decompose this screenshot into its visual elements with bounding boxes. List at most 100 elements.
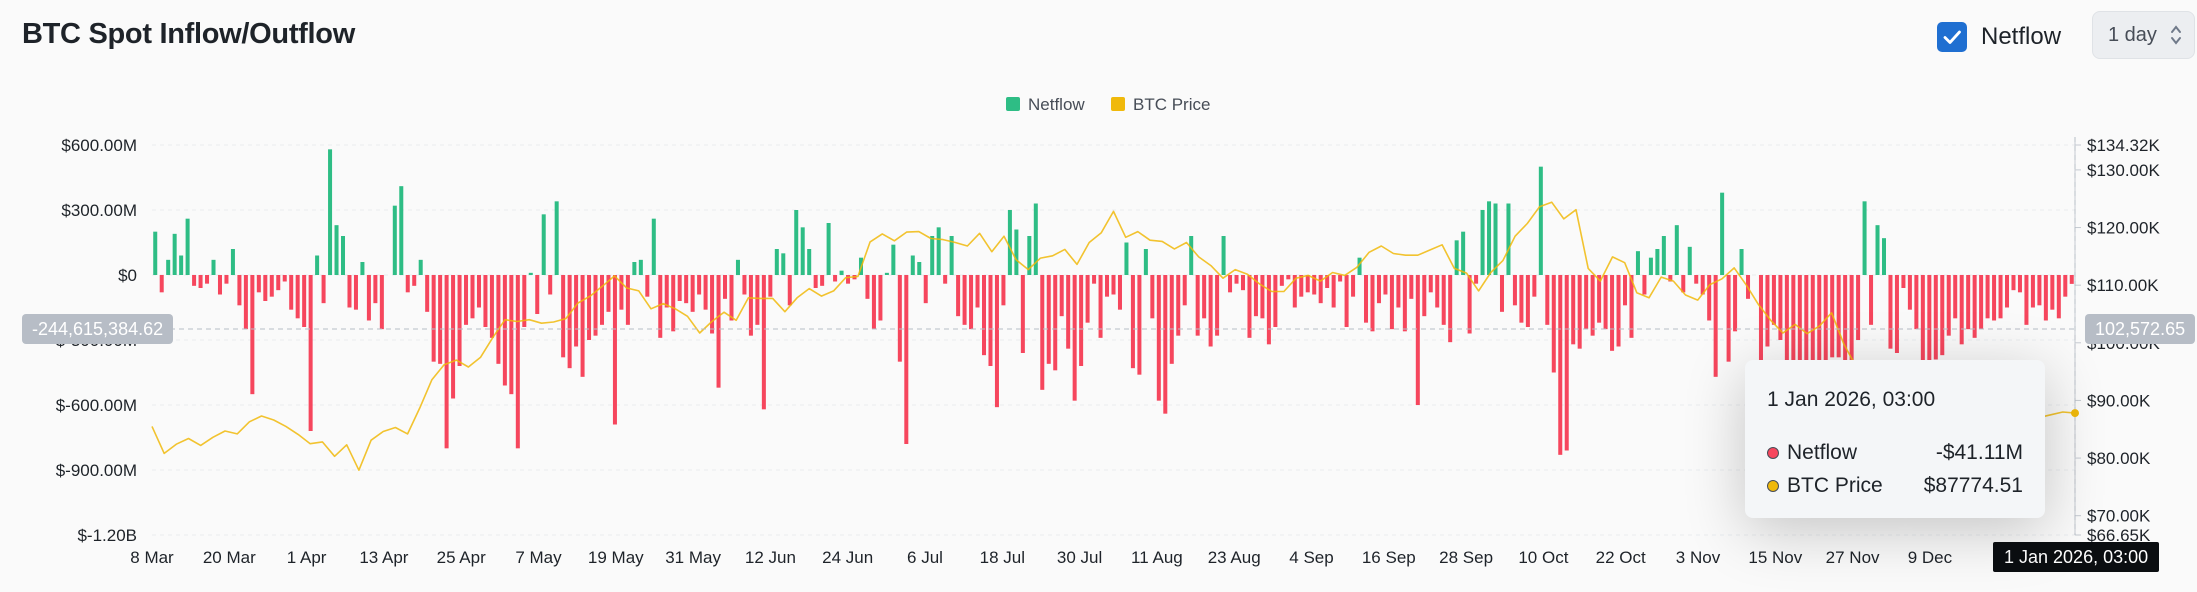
x-tick-label: 1 Apr: [287, 548, 327, 567]
netflow-bar: [2050, 275, 2055, 310]
netflow-bar: [1629, 275, 1634, 338]
netflow-bar: [554, 201, 559, 275]
check-icon[interactable]: [1937, 22, 1967, 52]
netflow-bar: [619, 275, 624, 310]
y-right-tick-label: $70.00K: [2087, 507, 2151, 526]
netflow-bar: [612, 275, 617, 425]
netflow-bar: [632, 262, 637, 275]
netflow-bar: [2043, 275, 2048, 321]
netflow-bar: [1603, 275, 1608, 330]
netflow-bar: [1331, 275, 1336, 308]
netflow-bar: [1849, 275, 1854, 388]
netflow-bar: [1856, 275, 1861, 340]
netflow-bar: [366, 275, 371, 321]
netflow-bar: [1273, 275, 1278, 327]
netflow-bar: [1007, 210, 1012, 275]
netflow-bar: [774, 249, 779, 275]
netflow-bar: [1247, 275, 1252, 338]
netflow-bar: [1396, 275, 1401, 308]
netflow-bar: [2069, 275, 2074, 284]
y-left-tick-label: $-600.00M: [56, 396, 137, 415]
x-tick-label: 19 May: [588, 548, 644, 567]
y-left-tick-label: $-900.00M: [56, 461, 137, 480]
netflow-bar: [1409, 275, 1414, 299]
x-tick-label: 16 Sep: [1362, 548, 1416, 567]
netflow-bar: [1098, 275, 1103, 338]
netflow-bar: [1124, 242, 1129, 275]
netflow-bar: [1920, 275, 1925, 395]
netflow-bar: [1700, 275, 1705, 295]
netflow-bar: [574, 275, 579, 347]
netflow-bar: [444, 275, 449, 449]
tooltip-netflow-label: Netflow: [1787, 440, 1858, 464]
netflow-toggle[interactable]: Netflow: [1937, 18, 2061, 56]
netflow-bar: [1778, 275, 1783, 340]
netflow-bar: [1325, 275, 1330, 288]
page-title: BTC Spot Inflow/Outflow: [22, 18, 355, 50]
netflow-bar: [1726, 275, 1731, 362]
netflow-bar: [1338, 275, 1343, 282]
netflow-bar: [677, 275, 682, 301]
netflow-bar: [1422, 275, 1427, 317]
netflow-bar: [1817, 275, 1822, 392]
netflow-bar: [871, 275, 876, 330]
netflow-bar: [994, 275, 999, 408]
netflow-bar: [884, 272, 889, 275]
x-tick-label: 10 Oct: [1518, 548, 1568, 567]
netflow-bar: [1707, 275, 1712, 321]
netflow-bar: [710, 275, 715, 334]
crosshair-netflow-label: -244,615,384.62: [22, 314, 174, 344]
netflow-bar: [1130, 275, 1135, 369]
netflow-bar: [334, 225, 339, 275]
netflow-bar: [179, 255, 184, 275]
tooltip-netflow-value: -$41.11M: [1935, 440, 2023, 464]
netflow-bar: [451, 275, 456, 399]
x-tick-label: 8 Mar: [130, 548, 174, 567]
tooltip-price-label: BTC Price: [1787, 473, 1883, 497]
x-tick-label: 3 Nov: [1676, 548, 1721, 567]
netflow-bar: [969, 275, 974, 330]
netflow-bar: [392, 205, 397, 275]
x-tick-label: 22 Oct: [1596, 548, 1646, 567]
netflow-bar: [1493, 203, 1498, 275]
netflow-bar: [1836, 275, 1841, 358]
netflow-bar: [891, 244, 896, 275]
netflow-bar: [1105, 275, 1110, 297]
netflow-bar: [988, 275, 993, 366]
netflow-bar: [515, 275, 520, 449]
x-tick-label: 6 Jul: [907, 548, 943, 567]
netflow-bar: [1512, 275, 1517, 306]
netflow-bar: [820, 275, 825, 286]
netflow-bar: [321, 275, 326, 304]
netflow-bar: [1720, 192, 1725, 275]
netflow-bar: [567, 275, 572, 369]
x-tick-label: 9 Dec: [1908, 548, 1953, 567]
netflow-bar: [638, 259, 643, 275]
netflow-bar: [295, 275, 300, 319]
netflow-bar: [684, 275, 689, 304]
y-left-tick-label: $600.00M: [61, 136, 137, 155]
netflow-bar: [1221, 236, 1226, 275]
netflow-bar: [230, 249, 235, 275]
netflow-bar: [1014, 229, 1019, 275]
netflow-bar: [360, 262, 365, 275]
interval-select[interactable]: 1 day: [2092, 11, 2195, 59]
y-right-tick-label: $110.00K: [2087, 276, 2159, 295]
netflow-bar: [1176, 275, 1181, 336]
netflow-bar: [1240, 275, 1246, 291]
netflow-bar: [846, 275, 851, 284]
netflow-bar: [1150, 275, 1155, 319]
y-right-tick-label: $130.00K: [2087, 161, 2160, 180]
netflow-bar: [1137, 275, 1142, 375]
netflow-bar: [1823, 275, 1828, 431]
netflow-bar: [412, 275, 417, 286]
netflow-bar: [1674, 225, 1679, 275]
netflow-bar: [373, 275, 378, 304]
netflow-bar: [2005, 275, 2010, 308]
netflow-bar: [671, 275, 676, 332]
netflow-bar: [1066, 275, 1071, 349]
netflow-bar: [949, 236, 954, 275]
netflow-bar: [541, 214, 546, 275]
netflow-bar: [716, 275, 721, 388]
x-tick-label: 27 Nov: [1826, 548, 1880, 567]
